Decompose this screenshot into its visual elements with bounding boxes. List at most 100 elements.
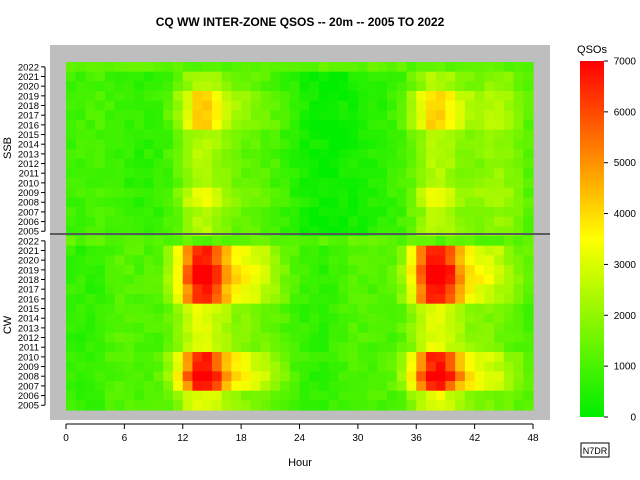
heatmap-cell <box>114 91 125 102</box>
heatmap-cell <box>143 332 155 343</box>
heatmap-cell <box>377 371 388 382</box>
heatmap-cell <box>153 110 164 121</box>
heatmap-cell <box>211 129 223 140</box>
heatmap-cell <box>309 274 320 285</box>
heatmap-cell <box>114 255 125 266</box>
heatmap-cell <box>309 294 320 305</box>
heatmap-cell <box>348 120 359 131</box>
heatmap-cell <box>503 303 515 314</box>
heatmap-cell <box>503 342 515 353</box>
credit-box <box>580 442 610 458</box>
heatmap-cell <box>425 274 437 285</box>
heatmap-cell <box>211 168 223 179</box>
heatmap-cell <box>182 168 194 179</box>
heatmap-cell <box>435 313 447 324</box>
heatmap-cell <box>435 352 447 363</box>
heatmap-cell <box>396 332 408 343</box>
heatmap-cell <box>75 255 87 266</box>
heatmap-cell <box>503 187 515 198</box>
heatmap-cell <box>445 178 456 189</box>
heatmap-cell <box>192 371 203 382</box>
heatmap-cell <box>85 81 96 92</box>
year-tick-label: 2014 <box>18 140 39 151</box>
heatmap-cell <box>474 236 485 247</box>
heatmap-cell <box>474 139 485 150</box>
heatmap-cell <box>173 400 184 411</box>
heatmap-cell <box>241 129 252 140</box>
heatmap-cell <box>328 255 340 266</box>
heatmap-cell <box>425 265 437 276</box>
heatmap-cell <box>299 168 310 179</box>
heatmap-cell <box>445 62 456 73</box>
x-axis: 0 6 12 18 24 30 36 42 48 <box>63 423 539 444</box>
heatmap-cell <box>445 245 456 256</box>
heatmap-cell <box>406 284 417 295</box>
year-tick-label: 2017 <box>18 285 39 296</box>
heatmap-cell <box>75 352 87 363</box>
heatmap-cell <box>318 313 330 324</box>
heatmap-cell <box>104 226 116 237</box>
heatmap-cell <box>134 197 145 208</box>
heatmap-cell <box>494 381 505 392</box>
year-tick-label: 2006 <box>18 391 39 402</box>
heatmap-cell <box>464 91 476 102</box>
heatmap-cell <box>435 332 447 343</box>
heatmap-cell <box>75 81 87 92</box>
heatmap-cell <box>289 62 301 73</box>
heatmap-cell <box>104 62 116 73</box>
heatmap-cell <box>494 62 505 73</box>
heatmap-cell <box>280 110 291 121</box>
heatmap-cell <box>445 149 456 160</box>
heatmap-cell <box>280 400 291 411</box>
heatmap-cell <box>377 274 388 285</box>
heatmap-cell <box>445 313 456 324</box>
heatmap-cell <box>523 158 534 169</box>
heatmap-cell <box>75 284 87 295</box>
heatmap-cell <box>231 274 242 285</box>
heatmap-cell <box>464 62 476 73</box>
heatmap-cell <box>280 91 291 102</box>
heatmap-cell <box>241 197 252 208</box>
heatmap-cell <box>377 178 388 189</box>
heatmap-cell <box>299 226 310 237</box>
heatmap-cell <box>494 265 505 276</box>
heatmap-cell <box>192 71 203 82</box>
heatmap-cell <box>338 323 349 334</box>
heatmap-cell <box>270 332 281 343</box>
heatmap-cell <box>513 71 524 82</box>
heatmap-cell <box>289 110 301 121</box>
heatmap-cell <box>241 342 252 353</box>
heatmap-cell <box>464 342 476 353</box>
heatmap-cell <box>299 342 310 353</box>
heatmap-cell <box>348 361 359 372</box>
heatmap-cell <box>503 381 515 392</box>
heatmap-cell <box>124 216 135 227</box>
heatmap-cell <box>104 245 116 256</box>
heatmap-cell <box>387 120 398 131</box>
heatmap-cell <box>523 342 534 353</box>
heatmap-cell <box>309 216 320 227</box>
heatmap-cell <box>134 294 145 305</box>
heatmap-cell <box>484 158 495 169</box>
heatmap-cell <box>425 216 437 227</box>
heatmap-cell <box>124 245 135 256</box>
heatmap-cell <box>484 342 495 353</box>
heatmap-cell <box>338 91 349 102</box>
heatmap-cell <box>406 216 417 227</box>
heatmap-cell <box>66 187 77 198</box>
heatmap-cell <box>367 62 378 73</box>
heatmap-cell <box>338 149 349 160</box>
heatmap-cell <box>357 255 369 266</box>
heatmap-cell <box>416 274 427 285</box>
heatmap-cell <box>280 207 291 218</box>
heatmap-cell <box>503 294 515 305</box>
heatmap-cell <box>396 313 408 324</box>
heatmap-cell <box>250 342 262 353</box>
heatmap-cell <box>484 149 495 160</box>
heatmap-cell <box>182 120 194 131</box>
heatmap-cell <box>124 390 135 401</box>
heatmap-cell <box>484 400 495 411</box>
heatmap-cell <box>494 323 505 334</box>
heatmap-cell <box>75 294 87 305</box>
heatmap-cell <box>377 71 388 82</box>
